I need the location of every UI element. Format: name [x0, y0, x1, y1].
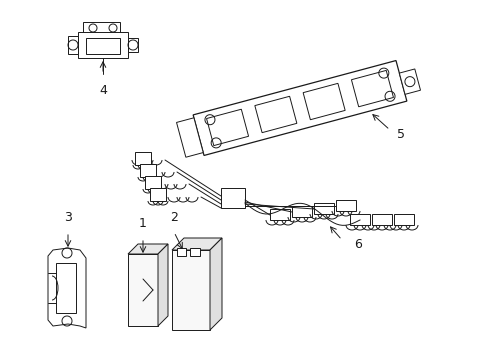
Polygon shape [335, 200, 355, 211]
Polygon shape [291, 206, 311, 217]
Polygon shape [78, 32, 128, 58]
Polygon shape [128, 244, 168, 254]
Polygon shape [177, 248, 185, 256]
Polygon shape [128, 38, 138, 52]
Polygon shape [172, 238, 222, 250]
Polygon shape [176, 118, 203, 157]
Polygon shape [221, 188, 244, 208]
Polygon shape [56, 263, 76, 313]
Polygon shape [135, 152, 151, 165]
Polygon shape [128, 254, 158, 326]
Text: 4: 4 [99, 84, 107, 97]
Text: 2: 2 [170, 211, 178, 224]
Text: 3: 3 [64, 211, 72, 224]
Text: 1: 1 [139, 217, 146, 230]
Polygon shape [206, 109, 248, 145]
Polygon shape [349, 214, 369, 225]
Polygon shape [399, 69, 420, 94]
Polygon shape [86, 38, 120, 54]
Polygon shape [83, 22, 120, 36]
Polygon shape [140, 164, 156, 177]
Polygon shape [303, 84, 345, 120]
Text: 5: 5 [396, 127, 404, 140]
Polygon shape [158, 244, 168, 326]
Polygon shape [269, 209, 289, 220]
Polygon shape [145, 176, 161, 189]
Polygon shape [313, 203, 333, 214]
Polygon shape [371, 214, 391, 225]
Polygon shape [190, 248, 200, 256]
Polygon shape [351, 71, 393, 107]
Polygon shape [48, 248, 86, 328]
Polygon shape [254, 96, 296, 132]
Polygon shape [393, 214, 413, 225]
Polygon shape [68, 36, 78, 54]
Text: 6: 6 [353, 238, 361, 251]
Polygon shape [193, 60, 406, 156]
Polygon shape [209, 238, 222, 330]
Polygon shape [150, 188, 165, 201]
Polygon shape [172, 250, 209, 330]
